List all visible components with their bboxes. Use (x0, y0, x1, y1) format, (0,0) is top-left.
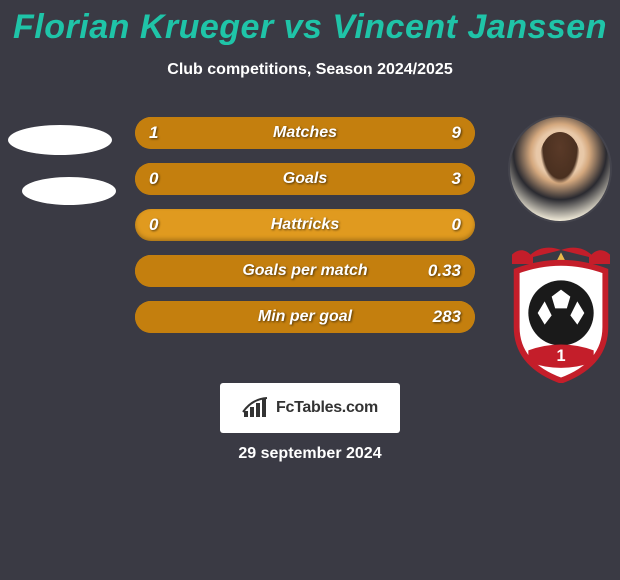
avatar-placeholder-shape (22, 177, 116, 205)
date-label: 29 september 2024 (0, 445, 620, 463)
stat-value-right: 283 (433, 301, 461, 333)
stat-value-right: 0.33 (428, 255, 461, 287)
page-title: Florian Krueger vs Vincent Janssen (0, 0, 620, 47)
stat-row: Min per goal283 (135, 301, 475, 333)
player2-avatar (510, 117, 610, 221)
stat-value-right: 0 (452, 209, 461, 241)
comparison-card: Florian Krueger vs Vincent Janssen Club … (0, 0, 620, 580)
stat-label: Matches (135, 117, 475, 149)
stat-label: Hattricks (135, 209, 475, 241)
stat-row: 0Goals3 (135, 163, 475, 195)
stat-row: 1Matches9 (135, 117, 475, 149)
stat-row: Goals per match0.33 (135, 255, 475, 287)
stat-label: Min per goal (135, 301, 475, 333)
stats-bars: 1Matches90Goals30Hattricks0Goals per mat… (135, 117, 475, 347)
player1-avatar (8, 117, 112, 221)
chart-icon (242, 397, 270, 419)
stat-label: Goals (135, 163, 475, 195)
stat-label: Goals per match (135, 255, 475, 287)
stat-value-right: 3 (452, 163, 461, 195)
club-crest-icon: 1 (502, 243, 620, 383)
stat-value-right: 9 (452, 117, 461, 149)
avatar-placeholder-shape (8, 125, 112, 155)
brand-text: FcTables.com (276, 399, 378, 417)
content-area: 1 1Matches90Goals30Hattricks0Goals per m… (0, 117, 620, 407)
brand-badge: FcTables.com (220, 383, 400, 433)
svg-text:1: 1 (556, 347, 565, 365)
subtitle: Club competitions, Season 2024/2025 (0, 61, 620, 79)
stat-row: 0Hattricks0 (135, 209, 475, 241)
